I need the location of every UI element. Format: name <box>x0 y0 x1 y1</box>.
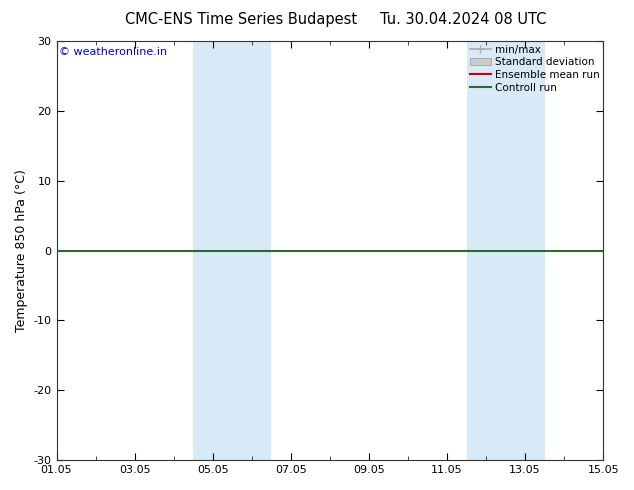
Bar <box>505 41 545 460</box>
Bar <box>232 41 271 460</box>
Legend: min/max, Standard deviation, Ensemble mean run, Controll run: min/max, Standard deviation, Ensemble me… <box>468 43 602 95</box>
Text: Tu. 30.04.2024 08 UTC: Tu. 30.04.2024 08 UTC <box>380 12 546 27</box>
Bar <box>467 41 505 460</box>
Text: CMC-ENS Time Series Budapest: CMC-ENS Time Series Budapest <box>125 12 357 27</box>
Bar <box>193 41 232 460</box>
Y-axis label: Temperature 850 hPa (°C): Temperature 850 hPa (°C) <box>15 169 28 332</box>
Text: © weatheronline.in: © weatheronline.in <box>59 48 167 57</box>
